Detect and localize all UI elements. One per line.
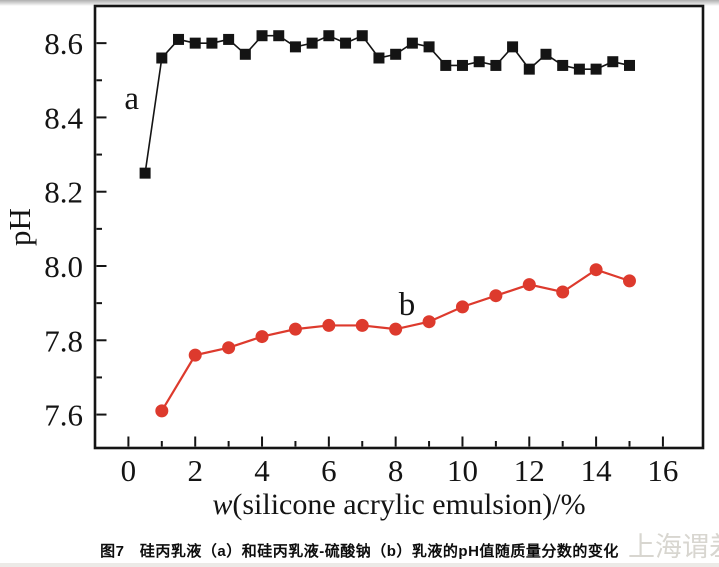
series-a-point (473, 56, 485, 68)
series-a-point (423, 41, 435, 53)
x-axis-title: w(silicone acrylic emulsion)/% (212, 488, 585, 521)
series-a-point (289, 41, 301, 53)
x-tick-label: 12 (514, 453, 545, 488)
x-tick-label: 0 (121, 453, 137, 488)
series-a-point (406, 37, 418, 49)
series-a-point (440, 59, 452, 71)
series-a-point (323, 30, 335, 42)
series-b-label: b (399, 287, 416, 323)
y-tick-label: 7.8 (44, 323, 83, 358)
x-tick-label: 8 (388, 453, 404, 488)
series-a-point (540, 48, 552, 60)
x-tick-label: 14 (581, 453, 613, 488)
series-b-point (489, 289, 503, 303)
series-a-point (557, 59, 569, 71)
series-a-point (390, 48, 402, 60)
series-a-point (173, 33, 185, 45)
series-a-point (189, 37, 201, 49)
series-a-point (607, 56, 619, 68)
series-a-point (223, 33, 235, 45)
series-b-point (355, 318, 369, 332)
series-a-point (273, 30, 285, 42)
figure-caption: 图7 硅丙乳液（a）和硅丙乳液-硫酸钠（b）乳液的pH值随质量分数的变化 (100, 543, 619, 560)
y-tick-label: 7.6 (44, 398, 83, 433)
series-a-point (356, 30, 368, 42)
series-b-point (623, 274, 637, 288)
series-a-point (206, 37, 218, 49)
series-a-point (456, 59, 468, 71)
plot-frame (93, 4, 705, 450)
x-tick-label: 16 (647, 453, 678, 488)
y-tick-label: 8.6 (44, 26, 83, 61)
y-tick-label: 8.4 (44, 100, 83, 135)
scan-edge-bottom (0, 563, 719, 567)
series-a-point (156, 52, 168, 64)
series-b-point (422, 315, 436, 329)
x-tick-label: 4 (254, 453, 270, 488)
series-a-point (306, 37, 318, 49)
series-b-point (389, 322, 403, 336)
series-a-point (139, 167, 151, 179)
series-b-point (522, 278, 536, 292)
series-a-point (590, 63, 602, 75)
series-b-point (455, 300, 469, 314)
x-tick-label: 6 (321, 453, 337, 488)
series-a-point (624, 59, 636, 71)
series-b-point (255, 330, 269, 344)
series-b-point (556, 285, 570, 299)
y-tick-label: 8.2 (44, 175, 83, 210)
series-b-point (589, 263, 603, 277)
x-tick-label: 10 (447, 453, 478, 488)
series-b-point (222, 341, 236, 355)
series-b-point (322, 318, 336, 332)
x-tick-label: 2 (187, 453, 203, 488)
series-a-point (523, 63, 535, 75)
scan-edge-top (0, 0, 719, 6)
y-tick-label: 8.0 (44, 249, 83, 284)
series-b-point (188, 348, 202, 362)
ph-line-chart: 0 2 4 6 8 10 12 14 16 7.6 7.8 8.0 8.2 8.4 8.6 w(silicon… (2, 4, 705, 521)
series-a-point (256, 30, 268, 42)
series-a-point (573, 63, 585, 75)
series-b-point (288, 322, 302, 336)
series-a-point (239, 48, 251, 60)
series-a-point (373, 52, 385, 64)
series-a-point (507, 41, 519, 53)
series-a-label: a (124, 81, 139, 117)
y-axis-title: pH (2, 208, 37, 246)
series-a-point (340, 37, 352, 49)
series-a-point (490, 59, 502, 71)
series-b-point (155, 404, 169, 418)
series-a-line (144, 34, 630, 174)
